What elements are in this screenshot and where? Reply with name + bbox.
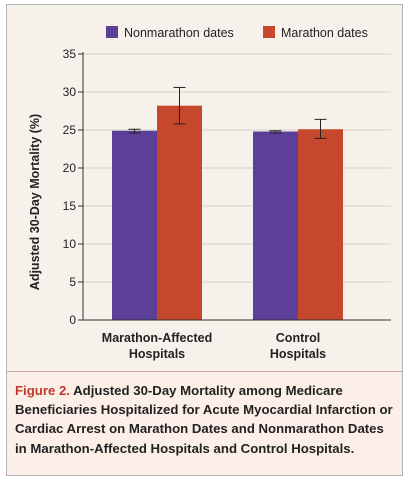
- y-tick-label: 10: [63, 237, 77, 251]
- x-category-label: Marathon-Affected: [102, 331, 212, 345]
- caption-label: Figure 2.: [15, 383, 70, 398]
- bar: [157, 105, 202, 321]
- figure-frame: 0 5 10 15 20 25 30 35 Marathon-Affected Hospitals…: [6, 4, 403, 476]
- caption-text: Figure 2. Adjusted 30-Day Mortality amon…: [15, 381, 398, 458]
- y-tick-label: 15: [63, 199, 77, 213]
- y-axis-label: Adjusted 30-Day Mortality (%): [28, 114, 42, 290]
- bar: [112, 130, 157, 320]
- legend-label: Marathon dates: [281, 26, 368, 40]
- y-tick-label: 20: [63, 161, 77, 175]
- legend-swatch: [106, 26, 118, 38]
- y-tick-label: 5: [69, 275, 76, 289]
- bar: [298, 129, 343, 320]
- y-tick-label: 35: [63, 47, 77, 61]
- figure-caption: Figure 2. Adjusted 30-Day Mortality amon…: [7, 371, 402, 475]
- bar: [253, 131, 298, 320]
- bar-chart: 0 5 10 15 20 25 30 35 Marathon-Affected Hospitals…: [28, 26, 391, 361]
- axis-layer: 0 5 10 15 20 25 30 35 Marathon-Affected Hospitals…: [63, 47, 391, 361]
- legend-label: Nonmarathon dates: [124, 26, 234, 40]
- y-tick-label: 25: [63, 123, 77, 137]
- y-tick-label: 0: [69, 313, 76, 327]
- bar-layer: [112, 86, 343, 321]
- chart-panel: 0 5 10 15 20 25 30 35 Marathon-Affected Hospitals…: [7, 5, 402, 371]
- caption-body: Adjusted 30-Day Mortality among Medicare…: [15, 383, 393, 456]
- x-category-label: Control: [276, 331, 320, 345]
- y-tick-label: 30: [63, 85, 77, 99]
- x-category-label: Hospitals: [129, 347, 185, 361]
- x-category-label: Hospitals: [270, 347, 326, 361]
- legend: Nonmarathon dates Marathon dates: [106, 26, 368, 40]
- legend-swatch: [263, 26, 275, 38]
